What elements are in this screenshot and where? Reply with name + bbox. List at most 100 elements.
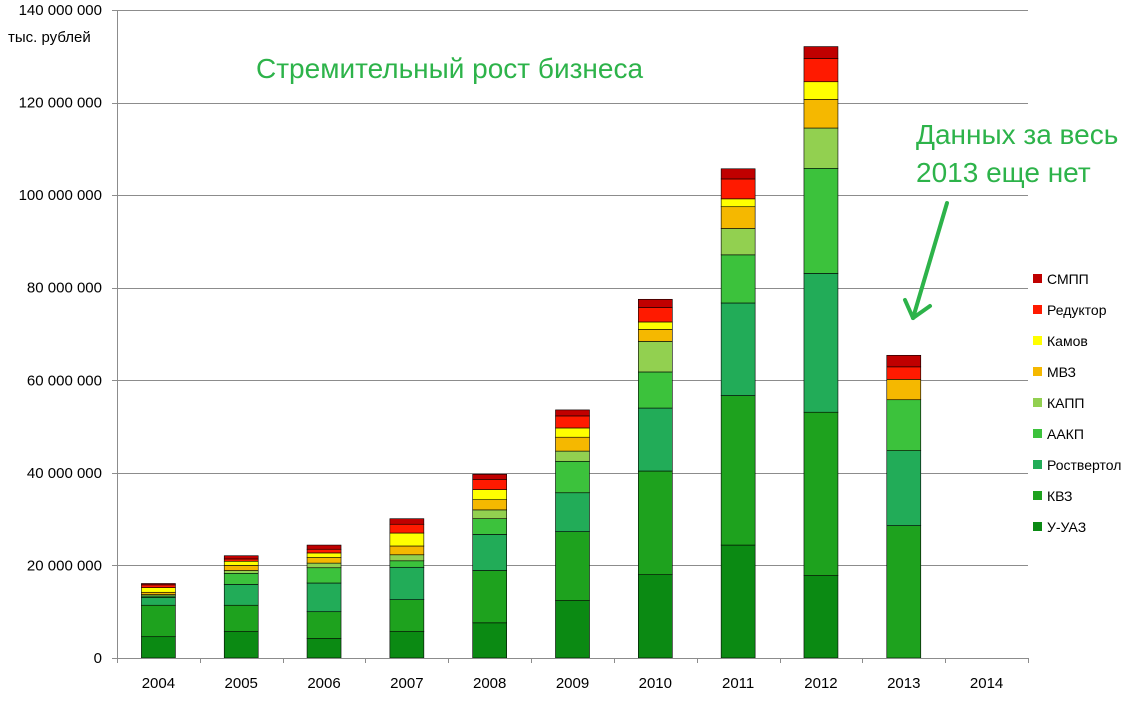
bar-segment — [472, 570, 507, 624]
bar-segment — [141, 597, 176, 606]
bar-segment — [720, 168, 756, 180]
bar-segment — [141, 584, 176, 588]
bars — [141, 46, 922, 659]
bar-segment — [141, 591, 176, 595]
legend-swatch — [1033, 336, 1042, 345]
y-tick-labels: 0 20 000 000 40 000 000 60 000 000 80 000 00… — [19, 2, 102, 667]
legend-swatch — [1033, 460, 1042, 469]
bar-segment — [638, 307, 673, 323]
bar-segment — [638, 371, 673, 409]
bar-segment — [803, 575, 839, 659]
legend-label: КАПП — [1047, 395, 1084, 411]
bar-segment — [389, 554, 425, 562]
bar-segment — [803, 81, 839, 100]
legend-label: У-УАЗ — [1047, 519, 1086, 535]
legend-label: МВЗ — [1047, 364, 1076, 380]
bar-segment — [555, 531, 590, 601]
bar-segment — [886, 366, 922, 380]
annotation-arrow — [903, 201, 949, 320]
gridlines — [117, 10, 1028, 566]
bar-segment — [555, 436, 590, 452]
y-tick-label: 100 000 000 — [19, 187, 102, 204]
bar-segment — [472, 479, 507, 490]
legend-swatch — [1033, 429, 1042, 438]
x-tick-label: 2005 — [225, 675, 258, 692]
annotation-line-2: 2013 еще нет — [916, 157, 1091, 188]
bar-segment — [555, 427, 590, 438]
bar-segment — [638, 298, 673, 308]
legend-swatch — [1033, 522, 1042, 531]
bar-segment — [886, 525, 922, 659]
bar-segment — [720, 178, 756, 200]
bar-segment — [886, 450, 922, 526]
x-tick-label: 2006 — [307, 675, 340, 692]
bar-segment — [555, 450, 590, 462]
bar-segment — [306, 562, 342, 569]
legend-swatch — [1033, 367, 1042, 376]
bar-segment — [141, 587, 176, 593]
bar-segment — [472, 473, 507, 480]
bar-segment — [638, 407, 673, 472]
bar-segment — [389, 518, 425, 525]
bar-segment — [389, 523, 425, 534]
bar-segment — [803, 411, 839, 576]
x-tick-label: 2009 — [556, 675, 589, 692]
bar-segment — [472, 518, 507, 535]
bar-segment — [306, 567, 342, 584]
bar-segment — [389, 532, 425, 547]
legend: СМПП Редуктор Камов МВЗ КАПП ААКП Роствертол КВ… — [1033, 271, 1121, 535]
bar-segment — [472, 509, 507, 519]
bar-segment — [720, 395, 756, 546]
bar-segment — [638, 321, 673, 330]
bar-segment — [389, 566, 425, 600]
x-tick-label: 2011 — [722, 675, 754, 692]
x-tick-label: 2014 — [970, 675, 1003, 692]
bar-segment — [389, 545, 425, 556]
bar-segment — [720, 544, 756, 659]
bar-segment — [720, 302, 756, 396]
bar-segment — [803, 273, 839, 413]
bar-segment — [555, 492, 590, 532]
bar-segment — [638, 341, 673, 373]
bar-segment — [306, 552, 342, 558]
bar-segment — [223, 555, 259, 560]
y-axis-unit-label: тыс. рублей — [8, 29, 91, 46]
bar-segment — [886, 354, 922, 368]
bar-segment — [223, 584, 259, 606]
bar-segment — [803, 46, 839, 59]
legend-label: Камов — [1047, 333, 1088, 349]
x-tick-label: 2013 — [887, 675, 920, 692]
bar-segment — [803, 127, 839, 169]
bar-segment — [472, 622, 507, 659]
x-tick-labels: 2004 2005 2006 2007 2008 2009 2010 2011 2012 2013… — [142, 675, 1004, 692]
chart-title: Стремительный рост бизнеса — [256, 53, 643, 84]
bar-segment — [638, 574, 673, 659]
legend-label: СМПП — [1047, 271, 1089, 287]
bar-segment — [306, 548, 342, 554]
bar-segment — [223, 558, 259, 562]
bar-segment — [141, 583, 176, 586]
legend-swatch — [1033, 491, 1042, 500]
bar-segment — [141, 604, 176, 638]
bar-segment — [389, 631, 425, 659]
bar-segment — [472, 534, 507, 571]
legend-label: КВЗ — [1047, 488, 1072, 504]
legend-swatch — [1033, 398, 1042, 407]
bar-segment — [638, 470, 673, 575]
x-tick-label: 2007 — [390, 675, 423, 692]
y-tick-label: 120 000 000 — [19, 95, 102, 112]
bar-segment — [803, 58, 839, 83]
y-tick-label: 80 000 000 — [27, 280, 102, 297]
y-tick-label: 0 — [94, 650, 102, 667]
legend-label: Роствертол — [1047, 457, 1121, 473]
y-tick-label: 140 000 000 — [19, 2, 102, 19]
bar-segment — [555, 600, 590, 659]
bar-segment — [638, 329, 673, 342]
x-tick-label: 2004 — [142, 675, 175, 692]
bar-segment — [389, 599, 425, 632]
bar-segment — [223, 604, 259, 632]
bar-segment — [306, 638, 342, 659]
axes — [112, 10, 1029, 663]
bar-segment — [720, 254, 756, 304]
